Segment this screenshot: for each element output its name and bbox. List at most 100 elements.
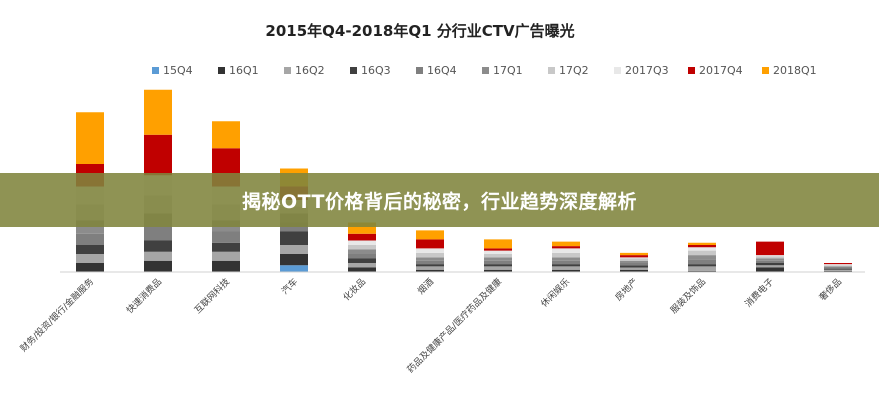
legend-swatch — [688, 67, 695, 74]
bar-segment — [280, 254, 308, 266]
legend-label: 16Q2 — [295, 64, 325, 77]
bar-segment — [688, 245, 716, 248]
bar-segment — [552, 264, 580, 267]
bar-segment — [484, 266, 512, 270]
legend-label: 16Q3 — [361, 64, 391, 77]
title-banner: 揭秘OTT价格背后的秘密，行业趋势深度解析 — [0, 173, 879, 227]
bar-segment — [416, 239, 444, 249]
bar-segment — [824, 267, 852, 269]
bar-segment — [144, 260, 172, 272]
category-label: 消费电子 — [742, 276, 776, 310]
legend-swatch — [614, 67, 621, 74]
category-label: 服装及饰品 — [668, 276, 708, 316]
bar-segment — [620, 258, 648, 261]
bar-segment — [76, 245, 104, 254]
bar-segment — [416, 230, 444, 240]
legend-item-16Q4: 16Q4 — [416, 64, 457, 77]
legend-label: 2017Q3 — [625, 64, 669, 77]
bar-segment — [484, 264, 512, 267]
legend-swatch — [482, 67, 489, 74]
category-label: 汽车 — [279, 276, 300, 297]
bar-segment — [824, 263, 852, 265]
bar-segment — [620, 263, 648, 266]
bar-segment — [76, 254, 104, 263]
legend-item-17Q1: 17Q1 — [482, 64, 523, 77]
bar-segment — [416, 257, 444, 261]
bar-segment — [756, 263, 784, 266]
bar-segment — [212, 251, 240, 261]
bar-segment — [484, 248, 512, 251]
bar-segment — [144, 251, 172, 261]
bar-segment — [620, 265, 648, 268]
bar-segment — [620, 255, 648, 258]
bar-segment — [484, 250, 512, 254]
legend-swatch — [548, 67, 555, 74]
bar-segment — [484, 269, 512, 272]
legend-label: 16Q1 — [229, 64, 259, 77]
bar-segment — [348, 222, 376, 234]
bar-segment — [552, 266, 580, 270]
bar-segment — [144, 227, 172, 241]
legend-item-2017Q3: 2017Q3 — [614, 64, 669, 77]
bar-segment — [484, 239, 512, 249]
banner-text: 揭秘OTT价格背后的秘密，行业趋势深度解析 — [241, 190, 637, 213]
legend-label: 2018Q1 — [773, 64, 817, 77]
legend-item-16Q2: 16Q2 — [284, 64, 325, 77]
legend: 15Q4 16Q1 16Q2 16Q3 16Q4 17Q1 17Q2 2017Q3 2017Q4… — [152, 64, 817, 77]
legend-item-15Q4: 15Q4 — [152, 64, 193, 77]
bar-segment — [144, 89, 172, 135]
bar-segment — [688, 242, 716, 245]
bar-segment — [416, 260, 444, 265]
legend-swatch — [416, 67, 423, 74]
bar-segment — [280, 222, 308, 232]
bar-segment — [348, 240, 376, 245]
bar-segment — [484, 260, 512, 265]
legend-label: 17Q2 — [559, 64, 589, 77]
bar-segment — [144, 240, 172, 252]
bar-segment — [688, 255, 716, 260]
bar-segment — [620, 269, 648, 272]
legend-item-16Q1: 16Q1 — [218, 64, 259, 77]
bar-segment — [824, 268, 852, 270]
legend-swatch — [350, 67, 357, 74]
bar-segment — [348, 245, 376, 250]
bar-segment — [824, 266, 852, 268]
legend-swatch — [152, 67, 159, 74]
legend-item-2018Q1: 2018Q1 — [762, 64, 817, 77]
legend-swatch — [284, 67, 291, 74]
chart-title: 2015年Q4-2018年Q1 分行业CTV广告曝光 — [265, 22, 574, 40]
bar-segment — [212, 231, 240, 243]
bar-segment — [348, 267, 376, 272]
bar-segment — [348, 258, 376, 263]
legend-label: 17Q1 — [493, 64, 523, 77]
bar-segment — [824, 269, 852, 271]
bar-segment — [348, 263, 376, 268]
category-label: 奢侈品 — [817, 276, 845, 304]
bar-segment — [552, 260, 580, 265]
bar-segment — [552, 246, 580, 249]
bar-segment — [756, 255, 784, 257]
category-label: 休闲娱乐 — [538, 276, 572, 310]
bar-segment — [824, 264, 852, 266]
legend-item-17Q2: 17Q2 — [548, 64, 589, 77]
legend-label: 15Q4 — [163, 64, 193, 77]
bar-segment — [620, 252, 648, 256]
category-label: 房地产 — [613, 276, 641, 304]
bar-segment — [620, 257, 648, 259]
category-label: 财务/投资/银行/金融服务 — [18, 276, 97, 355]
bar-segment — [416, 252, 444, 258]
bar-segment — [688, 270, 716, 272]
bar-segment — [552, 257, 580, 261]
bar-segment — [212, 121, 240, 149]
bar-segment — [416, 264, 444, 267]
bar-segment — [824, 270, 852, 272]
bar-segment — [416, 269, 444, 272]
bar-segment — [756, 258, 784, 261]
category-labels: 财务/投资/银行/金融服务 快速消费品 互联网科技 汽车 化妆品 烟酒药品及健康产品/医疗… — [18, 276, 845, 376]
category-label: 烟酒 — [415, 276, 436, 297]
legend-label: 2017Q4 — [699, 64, 743, 77]
category-label: 互联网科技 — [192, 276, 232, 316]
bar-segment — [484, 254, 512, 258]
category-label: 快速消费品 — [124, 276, 164, 316]
bar-segment — [348, 249, 376, 254]
